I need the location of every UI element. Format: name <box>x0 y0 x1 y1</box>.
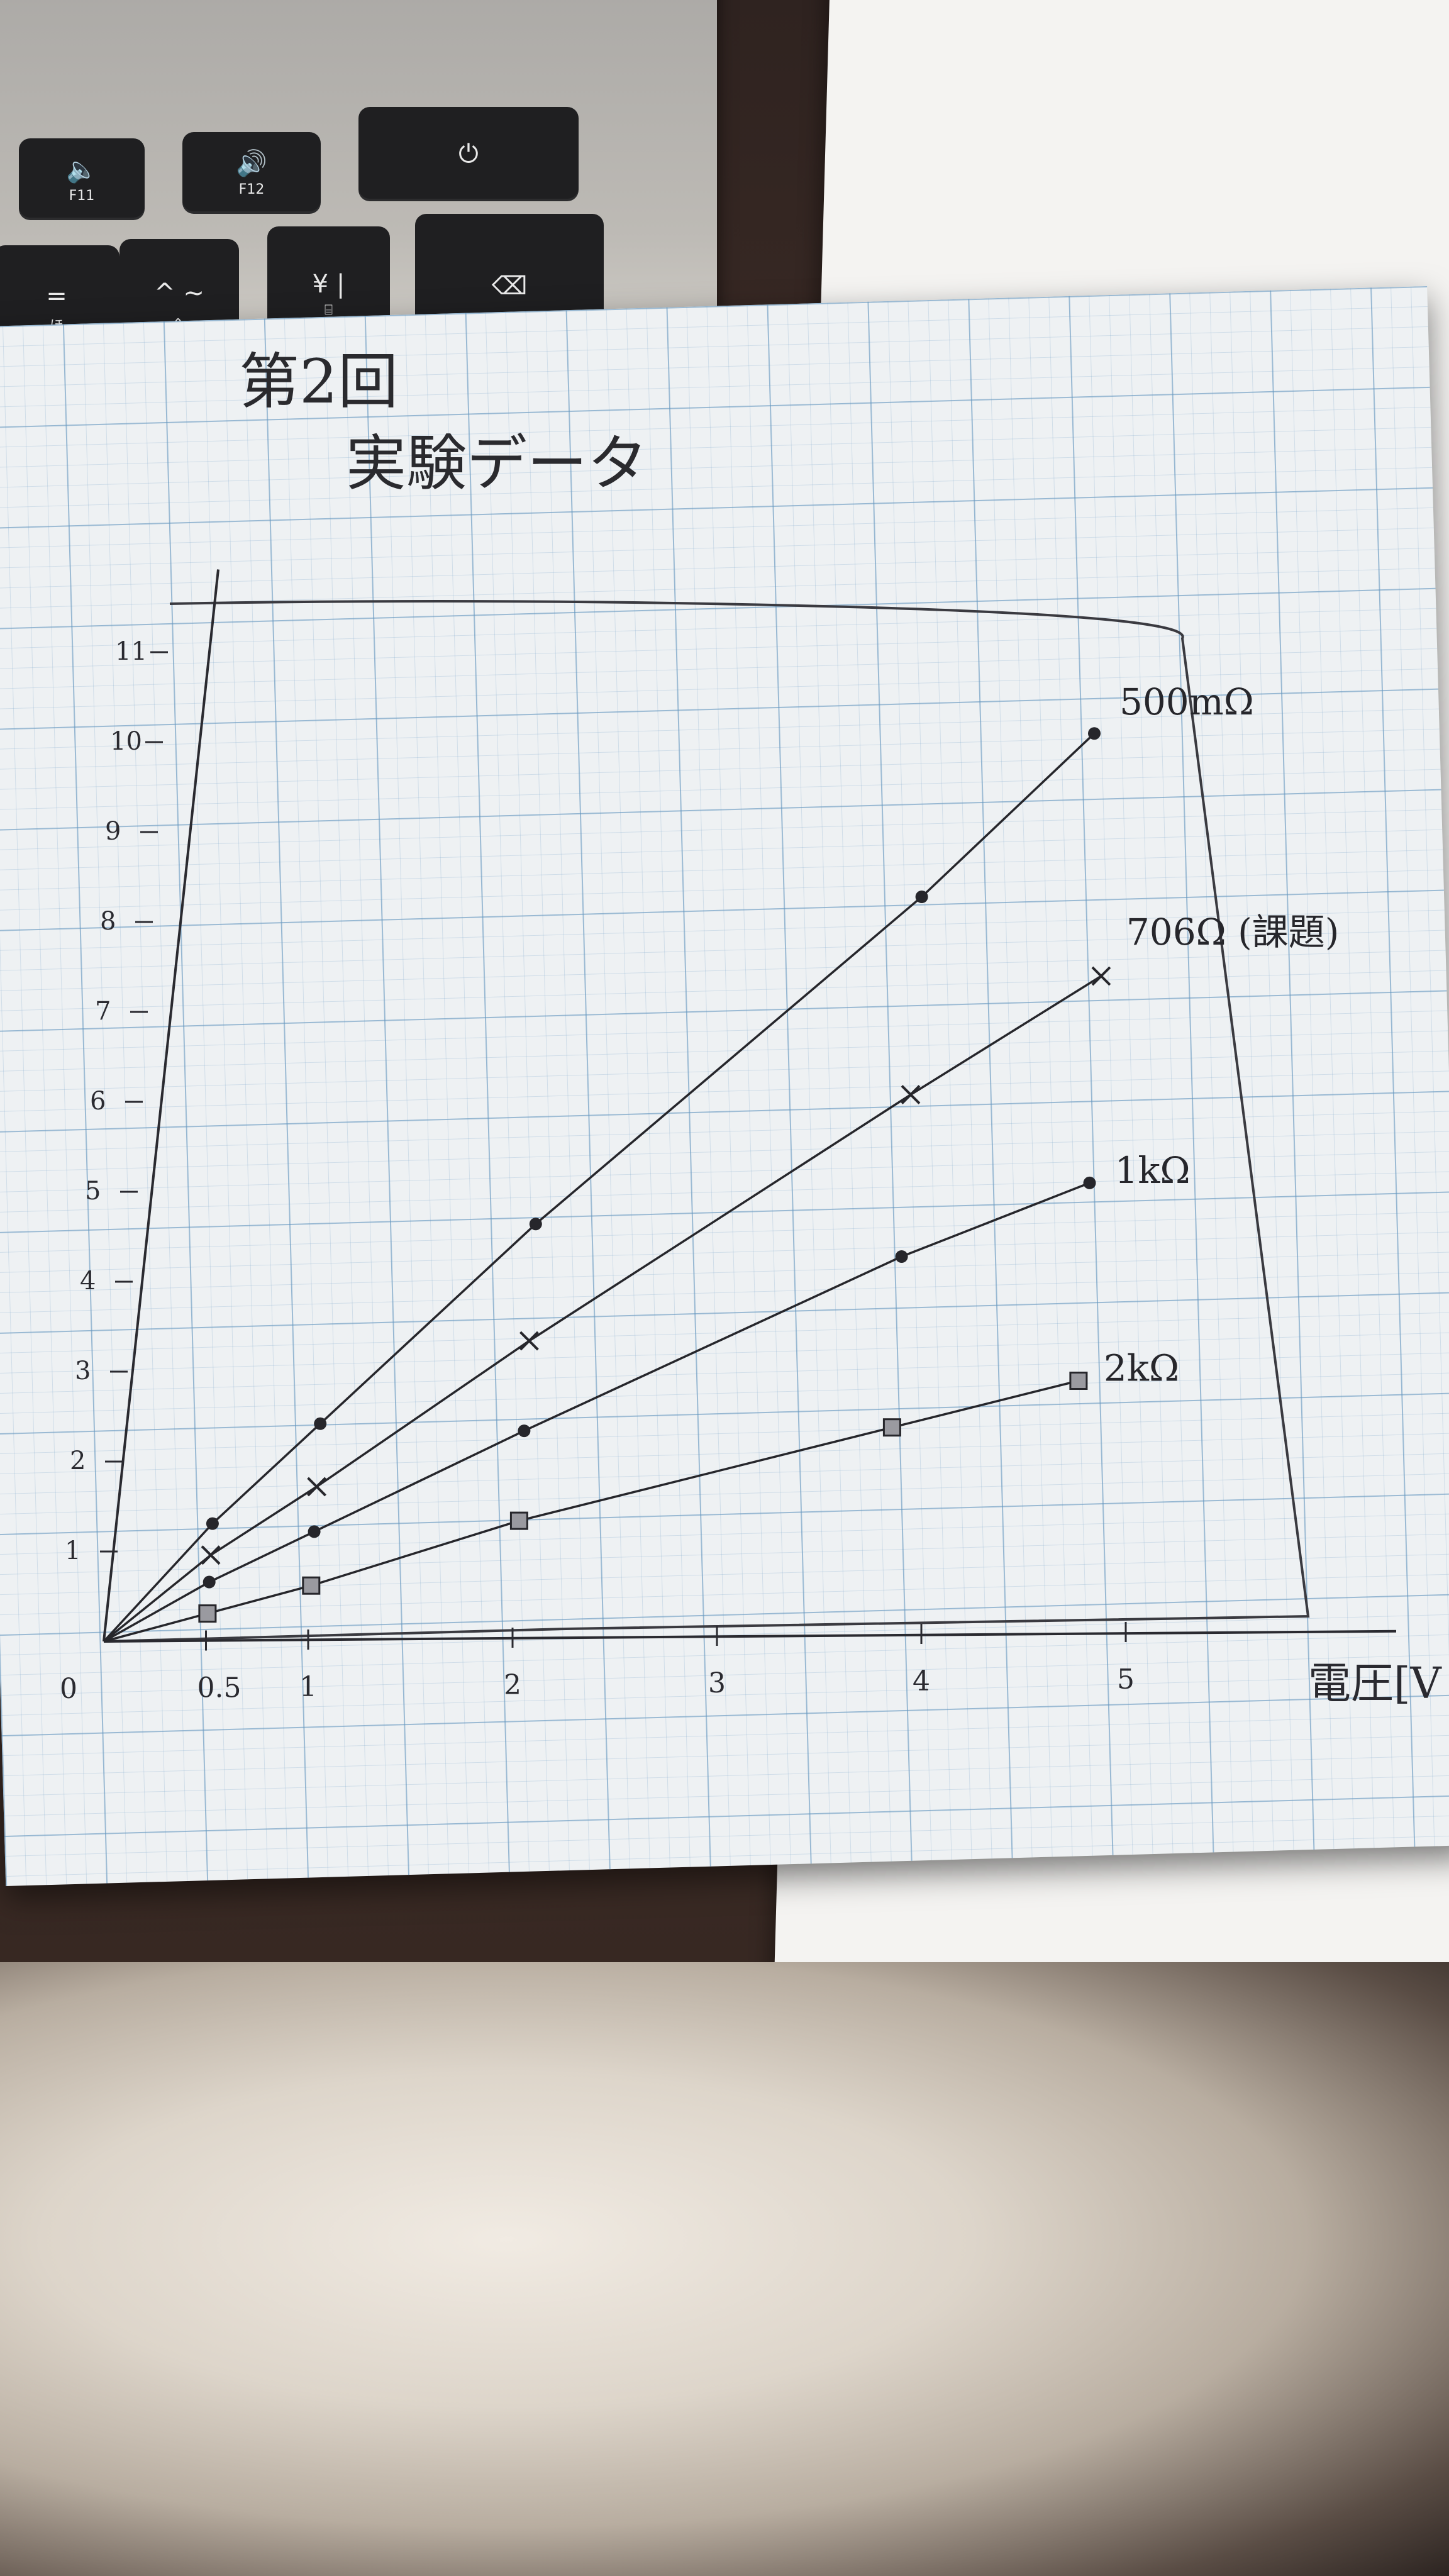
x-tick-label: 2 <box>504 1669 521 1701</box>
key-label: ^ ~ <box>154 279 204 308</box>
data-point <box>1088 727 1101 740</box>
power-icon: ⏻ <box>458 140 479 169</box>
data-point <box>314 1417 327 1430</box>
data-point <box>201 1545 221 1565</box>
series-line <box>103 1182 1091 1643</box>
data-point <box>529 1218 542 1231</box>
y-tick-label: 1 <box>65 1536 80 1565</box>
series-line <box>103 1379 1079 1643</box>
data-point <box>895 1250 908 1263</box>
series-line <box>103 732 1096 1643</box>
y-tick-label: 3 <box>75 1357 91 1385</box>
y-axis <box>103 569 219 1642</box>
page-title-line2: 実験データ <box>346 428 648 499</box>
key-power: ⏻ <box>358 107 579 201</box>
volume-up-icon: 🔊 <box>236 149 267 178</box>
y-tick-label: 2 <box>70 1446 86 1475</box>
series-label: 2kΩ <box>1104 1347 1179 1390</box>
data-point <box>198 1604 217 1623</box>
x-axis <box>103 1629 1397 1643</box>
point-stroke <box>519 1331 539 1351</box>
x-tick-label: 0 <box>60 1673 77 1705</box>
data-point <box>1083 1176 1096 1189</box>
point-stroke <box>307 1477 327 1497</box>
laptop: 🔈 F11 🔊 F12 ⏻ = ほ ^ ~ へ ¥ | ⌸ ⌫ <box>0 0 717 371</box>
y-tick-label: 4 <box>80 1267 96 1296</box>
x-axis-label: 電圧[V <box>1308 1659 1443 1709</box>
y-tick-label: 10 <box>110 727 142 756</box>
series-line <box>103 975 1102 1643</box>
x-tick-label: 1 <box>299 1671 317 1703</box>
data-point <box>518 1424 531 1438</box>
data-point <box>519 1331 539 1351</box>
key-f11: 🔈 F11 <box>19 138 145 220</box>
x-tick-label: 4 <box>913 1665 930 1697</box>
point-stroke <box>901 1085 921 1105</box>
data-point <box>307 1477 327 1497</box>
series-label: 706Ω (課題) <box>1126 911 1339 953</box>
plot-frame <box>103 600 1310 1643</box>
data-point <box>1069 1372 1088 1390</box>
key-f12: 🔊 F12 <box>182 132 321 214</box>
key-label: ⌸ <box>324 303 333 318</box>
y-tick-label: 5 <box>85 1177 101 1206</box>
y-tick-label: 11 <box>115 637 147 666</box>
data-point <box>915 891 928 903</box>
y-tick-label: 8 <box>100 907 116 936</box>
data-point <box>882 1418 901 1437</box>
data-point <box>1091 966 1111 986</box>
key-label: F12 <box>238 182 265 197</box>
x-tick-label: 3 <box>708 1667 726 1699</box>
y-tick-label: 6 <box>90 1087 106 1116</box>
series-label: 1kΩ <box>1115 1149 1191 1192</box>
point-stroke <box>201 1545 221 1565</box>
delete-icon: ⌫ <box>491 272 528 301</box>
data-point <box>302 1576 321 1595</box>
key-label: F11 <box>69 188 95 204</box>
series-label: 500mΩ <box>1119 680 1254 723</box>
key-label: ¥ | <box>312 270 345 299</box>
data-point <box>901 1085 921 1105</box>
key-label: = <box>46 282 67 311</box>
x-tick-label: 5 <box>1117 1663 1135 1696</box>
data-point <box>308 1525 321 1538</box>
y-tick-label: 7 <box>95 997 111 1026</box>
y-tick-label: 9 <box>105 817 121 846</box>
data-point <box>203 1575 216 1589</box>
page-title-line1: 第2回 <box>239 347 398 417</box>
point-stroke <box>1091 966 1111 986</box>
data-point <box>206 1517 219 1530</box>
data-point <box>509 1511 528 1530</box>
fabric-background <box>0 1962 1449 2576</box>
volume-down-icon: 🔈 <box>66 155 97 184</box>
x-tick-label: 0.5 <box>197 1672 242 1704</box>
